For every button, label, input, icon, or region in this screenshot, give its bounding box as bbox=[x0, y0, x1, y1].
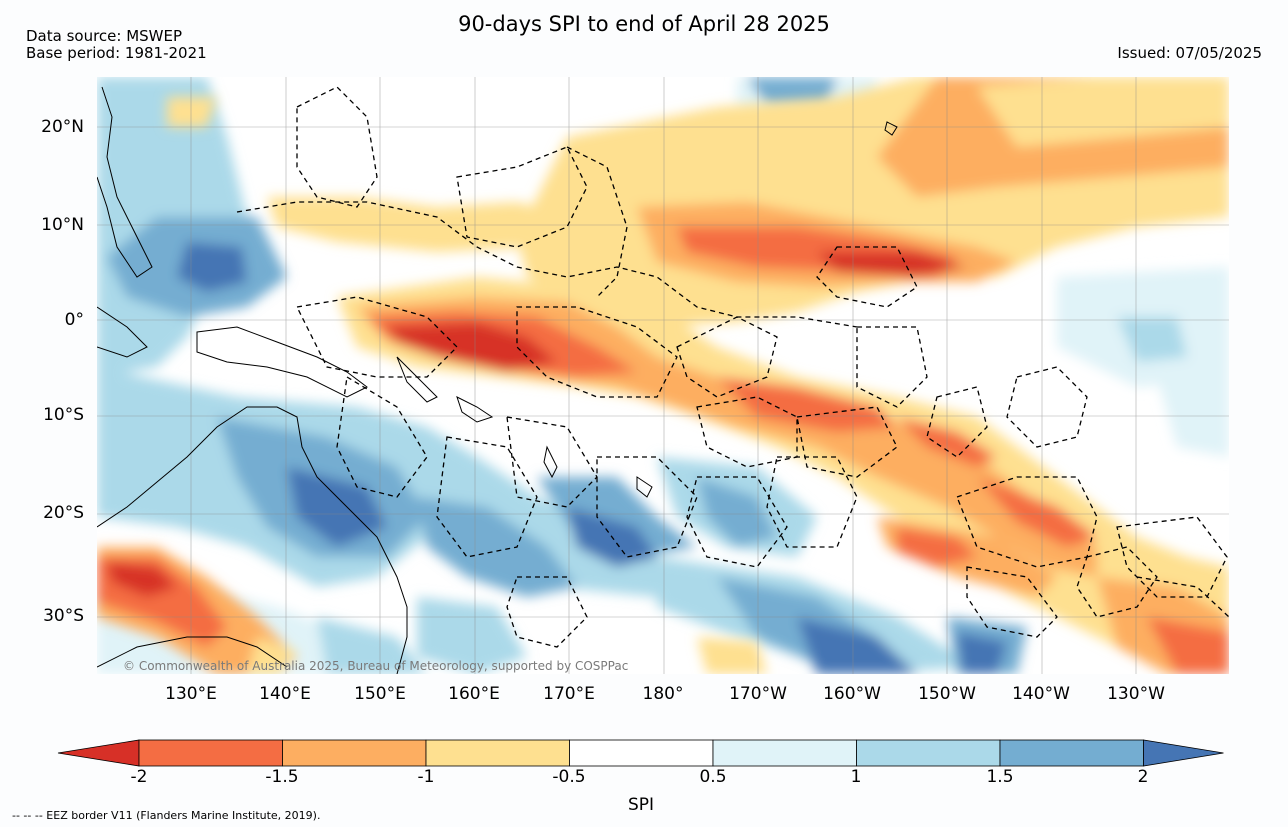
dry-anomaly-layer bbox=[97, 77, 1229, 674]
lon-label-160w: 160°W bbox=[823, 684, 881, 704]
lon-label-180: 180° bbox=[642, 684, 684, 704]
colorbar-label: SPI bbox=[627, 795, 655, 815]
colorbar-tick-label: 2 bbox=[1137, 767, 1149, 787]
colorbar-segment bbox=[999, 739, 1144, 767]
lon-label-130e: 130°E bbox=[165, 684, 217, 704]
copyright-text: © Commonwealth of Australia 2025, Bureau… bbox=[123, 659, 629, 673]
lon-label-150e: 150°E bbox=[354, 684, 406, 704]
lon-label-130w: 130°W bbox=[1107, 684, 1165, 704]
lat-label-10s: 10°S bbox=[43, 405, 84, 425]
australia-coastline bbox=[97, 406, 408, 674]
new-guinea-coastline bbox=[196, 326, 368, 398]
colorbar-segment bbox=[425, 739, 570, 767]
lon-label-160e: 160°E bbox=[448, 684, 500, 704]
colorbar-tick-label: 0.5 bbox=[699, 767, 727, 787]
colorbar-segment bbox=[138, 739, 283, 767]
lat-label-20s: 20°S bbox=[43, 503, 84, 523]
colorbar-segment bbox=[856, 739, 1001, 767]
lon-label-140e: 140°E bbox=[259, 684, 311, 704]
lon-label-140w: 140°W bbox=[1012, 684, 1070, 704]
lat-label-20n: 20°N bbox=[41, 117, 84, 137]
philippines-coastline bbox=[97, 86, 153, 278]
colorbar-segment bbox=[569, 739, 714, 767]
colorbar-extend-low bbox=[57, 739, 140, 767]
eez-footnote: -- -- -- EEZ border V11 (Flanders Marine… bbox=[12, 809, 321, 822]
colorbar-tick-label: -1 bbox=[417, 767, 435, 787]
colorbar-tick-label: 1 bbox=[850, 767, 862, 787]
lat-label-30s: 30°S bbox=[43, 606, 84, 626]
eez-borders bbox=[236, 86, 1229, 648]
colorbar-segment bbox=[712, 739, 857, 767]
colorbar-tick-label: -2 bbox=[130, 767, 148, 787]
lon-label-170e: 170°E bbox=[543, 684, 595, 704]
lon-label-150w: 150°W bbox=[918, 684, 976, 704]
colorbar-extend-high bbox=[1143, 739, 1224, 767]
lat-label-0: 0° bbox=[64, 310, 84, 330]
lat-label-10n: 10°N bbox=[41, 215, 84, 235]
colorbar-tick-label: 1.5 bbox=[986, 767, 1014, 787]
lon-label-170w: 170°W bbox=[729, 684, 787, 704]
colorbar bbox=[57, 739, 1224, 767]
base-period-text: Base period: 1981-2021 bbox=[26, 44, 207, 62]
graticule bbox=[97, 77, 1229, 674]
issued-date-text: Issued: 07/05/2025 bbox=[1117, 44, 1262, 62]
spi-map bbox=[97, 77, 1229, 674]
colorbar-tick-label: -0.5 bbox=[552, 767, 586, 787]
data-source-text: Data source: MSWEP bbox=[26, 27, 183, 45]
colorbar-tick-label: -1.5 bbox=[265, 767, 299, 787]
coastlines bbox=[97, 86, 898, 674]
map-canvas bbox=[97, 77, 1229, 674]
colorbar-segment bbox=[282, 739, 427, 767]
map-title: 90-days SPI to end of April 28 2025 bbox=[458, 12, 830, 36]
